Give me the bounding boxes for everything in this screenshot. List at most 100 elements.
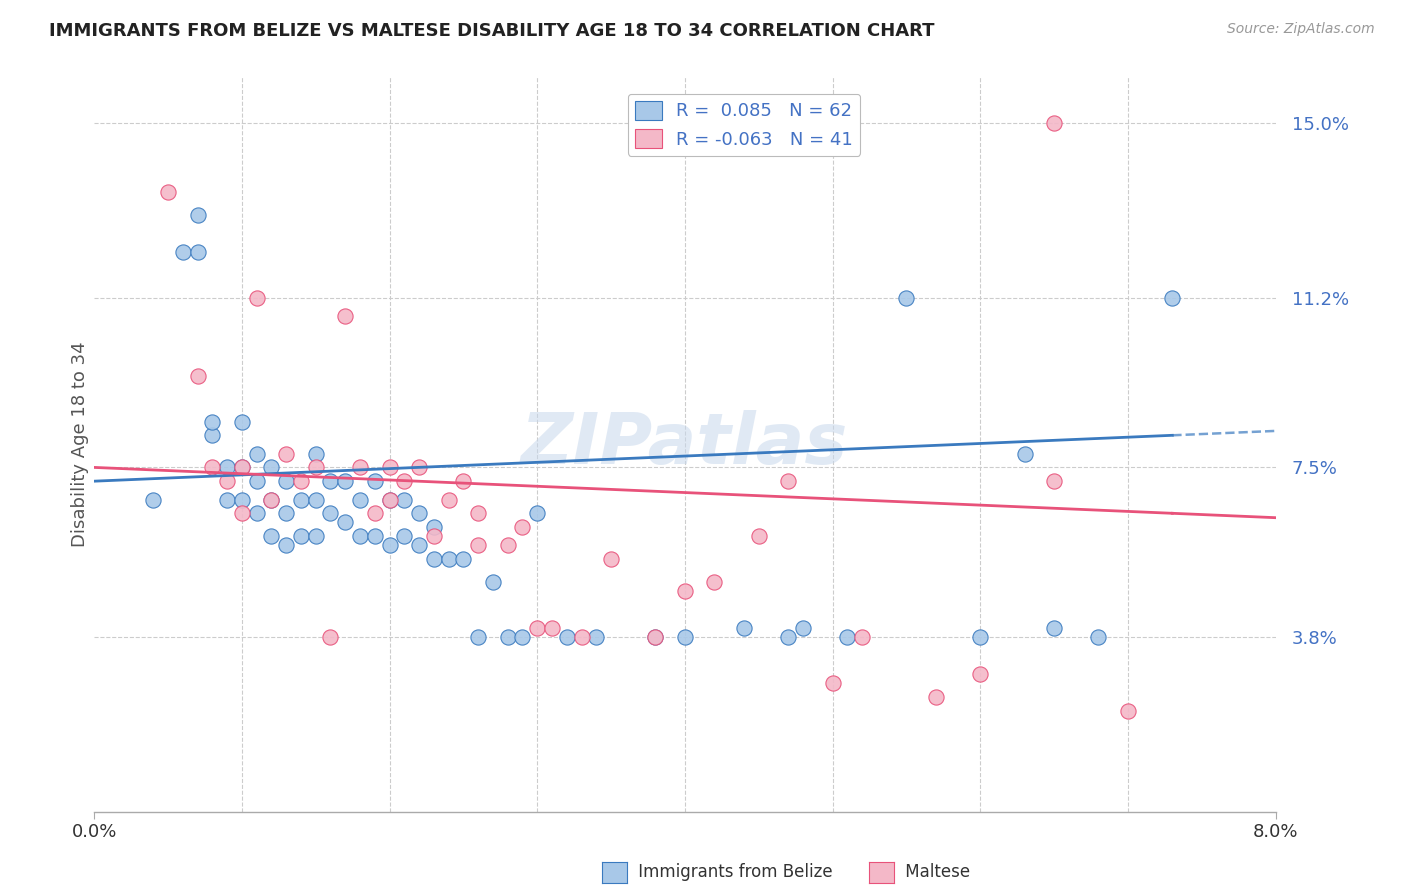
Point	[1087, 630, 1109, 644]
Point	[201, 460, 224, 475]
Point	[408, 460, 430, 475]
Point	[231, 492, 253, 507]
Point	[792, 621, 814, 635]
Point	[896, 291, 918, 305]
Point	[394, 492, 416, 507]
Point	[496, 538, 519, 552]
Point	[925, 690, 948, 704]
Point	[1043, 474, 1066, 488]
Point	[260, 492, 283, 507]
Point	[423, 520, 446, 534]
Point	[319, 506, 342, 520]
Text: Maltese: Maltese	[879, 863, 970, 881]
Point	[142, 492, 165, 507]
Point	[349, 492, 371, 507]
Point	[851, 630, 873, 644]
Point	[423, 552, 446, 566]
Point	[378, 538, 401, 552]
Point	[305, 492, 328, 507]
Point	[437, 492, 460, 507]
Point	[335, 309, 357, 323]
Text: ZIPatlas: ZIPatlas	[522, 410, 849, 479]
Point	[555, 630, 578, 644]
Point	[215, 460, 238, 475]
Point	[319, 474, 342, 488]
Point	[349, 460, 371, 475]
Point	[364, 506, 387, 520]
Point	[349, 529, 371, 543]
Point	[335, 474, 357, 488]
Point	[276, 447, 298, 461]
Point	[276, 474, 298, 488]
Point	[453, 474, 475, 488]
Point	[408, 538, 430, 552]
Point	[276, 506, 298, 520]
Point	[231, 506, 253, 520]
Point	[394, 474, 416, 488]
Point	[778, 630, 800, 644]
Point	[215, 492, 238, 507]
Point	[512, 630, 534, 644]
Point	[276, 538, 298, 552]
Point	[423, 529, 446, 543]
Point	[821, 676, 844, 690]
Point	[215, 474, 238, 488]
Point	[246, 506, 269, 520]
Point	[526, 506, 548, 520]
Point	[394, 529, 416, 543]
Point	[378, 460, 401, 475]
Point	[673, 630, 696, 644]
Point	[644, 630, 666, 644]
Point	[571, 630, 593, 644]
Point	[1043, 116, 1066, 130]
Point	[644, 630, 666, 644]
Text: Immigrants from Belize: Immigrants from Belize	[612, 863, 832, 881]
Point	[512, 520, 534, 534]
Point	[526, 621, 548, 635]
Point	[467, 630, 489, 644]
Point	[186, 244, 208, 259]
Y-axis label: Disability Age 18 to 34: Disability Age 18 to 34	[72, 342, 89, 548]
Text: Source: ZipAtlas.com: Source: ZipAtlas.com	[1227, 22, 1375, 37]
Point	[703, 575, 725, 590]
Point	[496, 630, 519, 644]
Point	[1014, 447, 1036, 461]
Point	[364, 529, 387, 543]
Point	[467, 506, 489, 520]
Point	[260, 492, 283, 507]
Point	[305, 529, 328, 543]
Point	[335, 516, 357, 530]
Point	[290, 529, 312, 543]
Point	[778, 474, 800, 488]
Point	[969, 666, 991, 681]
Point	[585, 630, 607, 644]
Point	[201, 428, 224, 442]
Point	[969, 630, 991, 644]
Point	[231, 460, 253, 475]
Point	[378, 492, 401, 507]
Point	[186, 368, 208, 383]
Point	[837, 630, 859, 644]
Point	[1043, 621, 1066, 635]
Point	[1116, 704, 1139, 718]
Legend: R =  0.085   N = 62, R = -0.063   N = 41: R = 0.085 N = 62, R = -0.063 N = 41	[627, 94, 860, 156]
Point	[364, 474, 387, 488]
Point	[231, 460, 253, 475]
Point	[260, 529, 283, 543]
Point	[172, 244, 194, 259]
Text: IMMIGRANTS FROM BELIZE VS MALTESE DISABILITY AGE 18 TO 34 CORRELATION CHART: IMMIGRANTS FROM BELIZE VS MALTESE DISABI…	[49, 22, 935, 40]
Point	[733, 621, 755, 635]
Point	[305, 460, 328, 475]
Point	[600, 552, 623, 566]
Point	[246, 447, 269, 461]
Point	[541, 621, 564, 635]
Point	[437, 552, 460, 566]
Point	[319, 630, 342, 644]
Point	[408, 506, 430, 520]
Point	[186, 208, 208, 222]
Point	[467, 538, 489, 552]
Point	[260, 460, 283, 475]
Point	[1161, 291, 1184, 305]
Point	[673, 584, 696, 599]
Point	[201, 415, 224, 429]
